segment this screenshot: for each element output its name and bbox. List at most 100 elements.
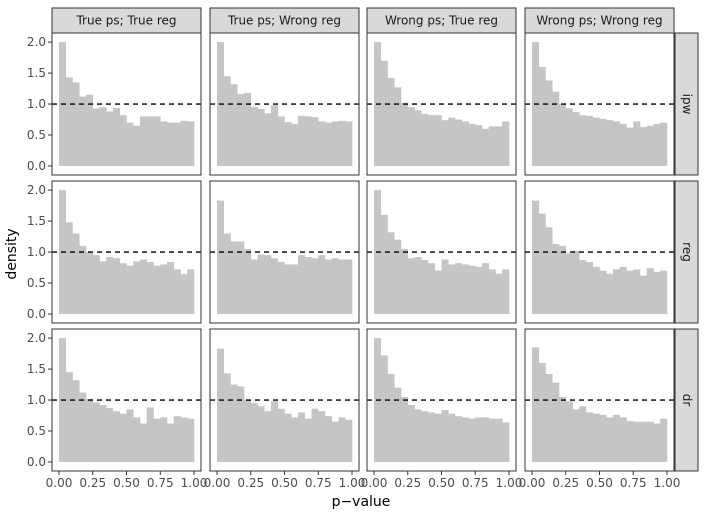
histogram-bar [532,347,540,462]
facet-panel [51,328,202,472]
histogram-bar [640,421,648,462]
y-tick-label: 1.5 [27,66,46,80]
histogram-bar [592,266,600,314]
histogram-bar [646,125,654,166]
histogram-bar [394,239,402,314]
histogram-bar [619,123,627,166]
histogram-bar [277,408,285,462]
histogram-bar [153,116,161,166]
histogram-bar [167,423,175,462]
histogram-bar [552,243,560,314]
histogram-bar [475,417,483,462]
column-strip: Wrong ps; Wrong reg [524,7,675,34]
histogram-bar [613,414,621,462]
histogram-bar [217,200,225,314]
histogram-bar [502,269,510,314]
histogram-bar [455,119,463,166]
histogram-bar [65,222,73,314]
histogram-bar [180,120,188,166]
histogram-bar [133,417,141,462]
histogram-bar [552,91,560,166]
histogram-bar [230,384,238,462]
histogram-bar [502,422,510,462]
histogram-bar [140,116,148,166]
histogram-bar [428,263,436,314]
x-tick-label: 0.25 [552,476,579,490]
histogram-bar [304,418,312,462]
x-axis: 0.00 0.25 0.50 0.75 1.00 [519,471,680,490]
histogram-bar [401,248,409,314]
histogram-bar [545,80,553,166]
column-strip: Wrong ps; True reg [366,7,517,34]
histogram-bar [572,250,580,314]
histogram-bar [475,125,483,166]
histogram-bar [173,269,181,314]
panel-border [366,32,517,176]
histogram-bar [318,255,326,314]
histogram-bar [345,259,353,314]
histogram-bar [257,406,265,462]
column-strips: True ps; True reg True ps; Wrong reg Wrong… [51,7,675,34]
histogram-bar [488,418,496,462]
histogram-bar [532,200,540,314]
histogram-bar [592,413,600,462]
y-tick-label: 2.0 [27,331,46,345]
histogram-bar [160,417,168,462]
facet-panel [524,32,675,176]
histogram-bar [277,116,285,166]
histogram-bar [653,271,661,314]
histogram-bar [284,413,292,462]
histogram-bar [468,265,476,314]
facet-panel [51,32,202,176]
histogram-bar [441,409,449,462]
histogram-bar [619,266,627,314]
histogram-bar [606,273,614,314]
histogram-bar [173,416,181,462]
histogram-bar [455,263,463,314]
histogram-bar [180,274,188,314]
histogram-bar [559,396,567,462]
column-strip-label: True ps; True reg [75,14,176,28]
facet-panel [209,328,360,472]
y-tick-label: 0.5 [27,424,46,438]
histogram-bar [140,259,148,314]
histogram-bar [250,403,258,462]
histogram-bar [606,417,614,462]
histogram-bar [113,411,121,462]
histogram-bar [579,406,587,462]
histogram-bar [126,122,134,166]
y-tick-label: 2.0 [27,35,46,49]
histogram-bar [434,270,442,314]
histogram-bar [660,122,668,166]
histogram-bar [99,107,107,166]
histogram-bar [626,421,634,462]
histogram-bar [106,111,114,166]
x-tick-label: 0.50 [586,476,613,490]
histogram-bar [146,407,154,462]
x-tick-label: 0.75 [462,476,489,490]
histogram-bar [482,417,490,462]
histogram-bar [126,409,134,462]
y-axis: 0.0 0.5 1.0 1.5 2.0 [27,183,52,321]
histogram-bar [626,127,634,166]
x-tick-label: 0.00 [46,476,73,490]
y-tick-label: 0.5 [27,128,46,142]
y-tick-label: 1.5 [27,362,46,376]
y-tick-label: 1.0 [27,245,46,259]
histogram-bar [414,110,422,166]
histogram-bar [264,411,272,462]
row-strip-label: reg [680,242,694,262]
histogram-bar [298,255,306,314]
histogram-bar [244,248,252,314]
histogram-bar [495,273,503,314]
histogram-bar [86,398,94,462]
histogram-bar [613,269,621,314]
column-strip-label: Wrong ps; True reg [385,14,498,28]
y-tick-label: 0.0 [27,455,46,469]
x-axis: 0.00 0.25 0.50 0.75 1.00 [361,471,522,490]
histogram-bar [291,417,299,462]
histogram-bar [167,122,175,166]
histogram-bar [394,387,402,462]
x-axis: 0.00 0.25 0.50 0.75 1.00 [204,471,365,490]
histogram-bar [271,105,279,166]
